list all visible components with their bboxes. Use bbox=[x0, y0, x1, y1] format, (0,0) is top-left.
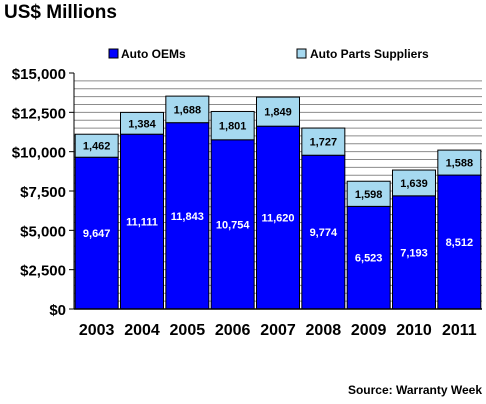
x-tick-label: 2006 bbox=[215, 322, 251, 339]
y-tick-label: $0 bbox=[49, 302, 66, 319]
bars: 9,647 1,462 11,111 1,384 11,843 1,688 10,754 1,… bbox=[74, 95, 482, 310]
x-tick-label: 2009 bbox=[351, 322, 387, 339]
x-tick-label: 2005 bbox=[170, 322, 206, 339]
chart-title: US$ Millions bbox=[4, 2, 117, 23]
data-label-auto-parts-suppliers: 1,688 bbox=[174, 104, 202, 116]
bar-auto-parts-suppliers bbox=[120, 111, 164, 135]
data-label-auto-parts-suppliers: 1,727 bbox=[310, 137, 338, 149]
bar-auto-parts-suppliers bbox=[437, 149, 482, 176]
x-tick-label: 2010 bbox=[396, 322, 432, 339]
bar-auto-oems bbox=[210, 139, 255, 310]
bar-auto-oems bbox=[392, 195, 436, 310]
axes bbox=[69, 72, 482, 310]
y-tick-label: $2,500 bbox=[20, 263, 66, 280]
y-tick-label: $10,000 bbox=[12, 145, 66, 162]
data-label-auto-parts-suppliers: 1,639 bbox=[400, 178, 428, 190]
x-tick-label: 2004 bbox=[124, 322, 160, 339]
legend: Auto OEMs Auto Parts Suppliers bbox=[108, 47, 429, 61]
x-tick-label: 2003 bbox=[79, 322, 115, 339]
bar-auto-parts-suppliers bbox=[165, 95, 210, 124]
data-label-auto-oems: 9,647 bbox=[83, 228, 111, 240]
x-tick-label: 2007 bbox=[260, 322, 296, 339]
data-label-auto-parts-suppliers: 1,849 bbox=[264, 107, 292, 119]
legend-label-auto-parts-suppliers: Auto Parts Suppliers bbox=[310, 47, 429, 61]
data-label-auto-parts-suppliers: 1,598 bbox=[355, 189, 383, 201]
legend-label-auto-oems: Auto OEMs bbox=[121, 47, 186, 61]
bar-auto-parts-suppliers bbox=[74, 133, 119, 158]
data-label-auto-oems: 9,774 bbox=[310, 227, 338, 239]
x-tick-label: 2011 bbox=[442, 322, 477, 339]
bar-auto-oems bbox=[165, 122, 210, 310]
data-label-auto-parts-suppliers: 1,384 bbox=[128, 118, 156, 130]
data-label-auto-parts-suppliers: 1,801 bbox=[219, 121, 247, 133]
y-axis-tick-labels: $0 $2,500 $5,000 $7,500 $10,000 $12,500 $15,00… bbox=[12, 66, 66, 319]
data-label-auto-oems: 7,193 bbox=[400, 247, 428, 259]
data-label-auto-oems: 11,843 bbox=[171, 211, 204, 223]
bar-auto-parts-suppliers bbox=[210, 110, 255, 141]
data-label-auto-oems: 8,512 bbox=[446, 237, 474, 249]
source-note: Source: Warranty Week bbox=[348, 383, 482, 397]
data-label-auto-oems: 6,523 bbox=[355, 253, 383, 265]
x-axis-tick-labels: 2003 2004 2005 2006 2007 2008 2009 2010 2011 bbox=[79, 322, 477, 339]
bar-auto-oems bbox=[301, 154, 346, 310]
legend-swatch-auto-oems bbox=[108, 48, 119, 59]
bar-auto-parts-suppliers bbox=[392, 169, 436, 197]
data-label-auto-oems: 11,620 bbox=[261, 213, 294, 225]
bar-auto-parts-suppliers bbox=[256, 96, 300, 127]
legend-swatch-auto-parts-suppliers bbox=[296, 48, 307, 59]
bar-auto-parts-suppliers bbox=[346, 180, 391, 207]
y-tick-label: $7,500 bbox=[20, 184, 66, 201]
bar-auto-oems bbox=[256, 125, 300, 310]
data-label-auto-oems: 10,754 bbox=[216, 219, 251, 231]
data-label-auto-oems: 11,111 bbox=[126, 217, 158, 229]
y-tick-label: $5,000 bbox=[20, 223, 66, 240]
bar-auto-oems bbox=[346, 205, 391, 310]
y-tick-label: $12,500 bbox=[12, 105, 66, 122]
bar-auto-parts-suppliers bbox=[301, 127, 346, 156]
bar-auto-oems bbox=[74, 156, 119, 310]
data-label-auto-parts-suppliers: 1,588 bbox=[446, 158, 474, 170]
y-tick-label: $15,000 bbox=[12, 66, 66, 83]
x-tick-label: 2008 bbox=[306, 322, 342, 339]
data-label-auto-parts-suppliers: 1,462 bbox=[83, 141, 111, 153]
